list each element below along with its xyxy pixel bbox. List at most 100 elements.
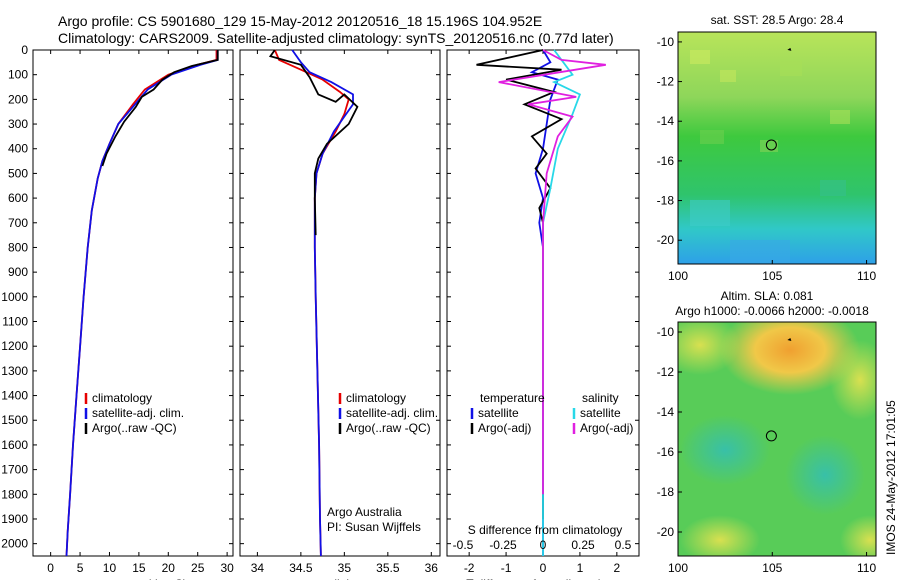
sla_map-float-marker [765,430,777,442]
sst_map-float-marker [765,139,777,151]
temperature-ytick-label: 1800 [1,487,28,501]
temperature-ytick-label: 200 [8,92,28,106]
difference-panel: -2 -1 0 1 2 T difference from climatology -0.5… [446,49,640,580]
temperature-ytick-label: 1500 [1,413,28,427]
plot-layer: 0 5 10 15 20 25 300100200300400500600700800900… [1,13,877,580]
salinity-xtick-label: 35.5 [376,561,400,575]
side-stamp: IMOS 24-May-2012 17:01:05 [884,400,898,555]
sst_map-arrow-icon [787,47,792,51]
temperature-ytick-label: 300 [8,117,28,131]
sla_map-xtick-label: 105 [762,561,782,575]
sla-map-subtitle: Argo h1000: -0.0066 h2000: -0.0018 [675,304,869,318]
salinity-legend-label: climatology [346,391,406,405]
sla_map-ytick-label: -18 [657,485,675,499]
temperature-ytick-label: 1700 [1,463,28,477]
difference-legend-title: salinity [582,391,619,405]
difference-xlabel: T difference from climatology [466,577,620,580]
difference-salinity-legend-label: Argo(-adj) [580,421,633,435]
sla_map-xtick-label: 100 [668,561,688,575]
temperature-ytick-label: 100 [8,68,28,82]
sst_map-ytick-label: -16 [657,154,675,168]
sla-patches [678,322,876,556]
salinity-frame [239,49,441,557]
sla_map-ytick-label: -16 [657,445,675,459]
sst_map-xtick-label: 105 [762,269,782,283]
temperature-xtick-label: 5 [77,561,84,575]
difference-xtick-label: -2 [464,561,475,575]
temperature-ytick-label: 600 [8,191,28,205]
salinity-xtick-label: 34.5 [289,561,313,575]
sst_map-xtick-label: 110 [857,269,876,283]
temperature-legend-label: climatology [92,391,152,405]
difference-xtick-label: 1 [577,561,584,575]
salinity-series-line [268,49,359,236]
header-line-2: Climatology: CARS2009. Satellite-adjuste… [58,30,614,46]
temperature-ytick-label: 2000 [1,537,28,551]
sst-patches [690,50,850,264]
salinity-series-line [291,49,354,557]
difference-s-tick-label: 0.5 [615,538,632,552]
difference-salinity-legend-label: satellite [580,406,621,420]
temperature-ytick-label: 1300 [1,364,28,378]
temperature-ytick-label: 1100 [2,315,28,329]
temperature-series-line [101,50,219,167]
difference-series-line [498,49,606,495]
difference-xtick-label: 2 [614,561,621,575]
difference-series-line [529,49,559,556]
salinity-annotation: Argo Australia [327,505,402,519]
temperature-ytick-label: 400 [8,142,28,156]
temperature-ytick-label: 700 [8,216,28,230]
difference-s-label: S difference from climatology [468,523,623,537]
sla_map-xtick-label: 110 [857,561,876,575]
salinity-xtick-label: 35 [338,561,352,575]
salinity-xlabel: salinity [322,577,359,580]
difference-temperature-legend-label: Argo(-adj) [478,421,531,435]
difference-s-tick-label: -0.5 [453,538,474,552]
sla_map-ytick-label: -10 [657,325,675,339]
sla_map-axes: 100 105 110 -10 -12 -14 -16 -18 -20 [657,321,877,575]
temperature-ytick-label: 800 [8,240,28,254]
sla_map-ytick-label: -12 [657,365,675,379]
temperature-ytick-label: 500 [8,166,28,180]
temperature-xtick-label: 0 [47,561,54,575]
sst_map-ytick-label: -20 [657,233,675,247]
temperature-ytick-label: 1600 [1,438,28,452]
temperature-series-line [65,50,218,557]
sst-map-title: sat. SST: 28.5 Argo: 28.4 [711,13,844,27]
difference-s-tick-label: 0.25 [571,538,595,552]
sst_map-ytick-label: -12 [657,75,675,89]
temperature-xtick-label: 15 [132,561,146,575]
salinity-legend-label: satellite-adj. clim. [346,406,438,420]
sst_map-ytick-label: -10 [657,35,675,49]
sla-map-title: Altim. SLA: 0.081 [721,289,814,303]
temperature-ytick-label: 1200 [1,339,28,353]
sst_map-axes: 100 105 110 -10 -12 -14 -16 -18 -20 [657,31,877,283]
temperature-xtick-label: 30 [220,561,234,575]
salinity-xtick-label: 34 [251,561,265,575]
sla_map-frame [677,321,877,557]
difference-series-line [542,49,582,556]
difference-xtick-label: -1 [501,561,512,575]
salinity-annotation: PI: Susan Wijffels [327,520,421,534]
temperature-frame [32,49,234,557]
salinity-legend-label: Argo(..raw -QC) [346,421,431,435]
temperature-ytick-label: 900 [8,265,28,279]
temperature-xlabel: temperature (deg C) [79,577,187,580]
temperature-legend-label: Argo(..raw -QC) [92,421,177,435]
difference-series-line [476,49,564,519]
temperature-ytick-label: 1400 [1,389,28,403]
temperature-panel: 0 5 10 15 20 25 300100200300400500600700800900… [1,43,234,580]
sla_map-ytick-label: -20 [657,525,675,539]
sst-map [678,32,876,264]
sst_map-frame [677,31,877,265]
temperature-legend-label: satellite-adj. clim. [92,406,184,420]
temperature-ytick-label: 1900 [1,512,28,526]
temperature-ytick-label: 1000 [1,290,28,304]
difference-temperature-legend-label: satellite [478,406,519,420]
difference-xtick-label: 0 [540,561,547,575]
temperature-series-line [65,50,219,557]
sst_map-xtick-label: 100 [668,269,688,283]
temperature-xtick-label: 10 [103,561,117,575]
temperature-xtick-label: 20 [162,561,176,575]
